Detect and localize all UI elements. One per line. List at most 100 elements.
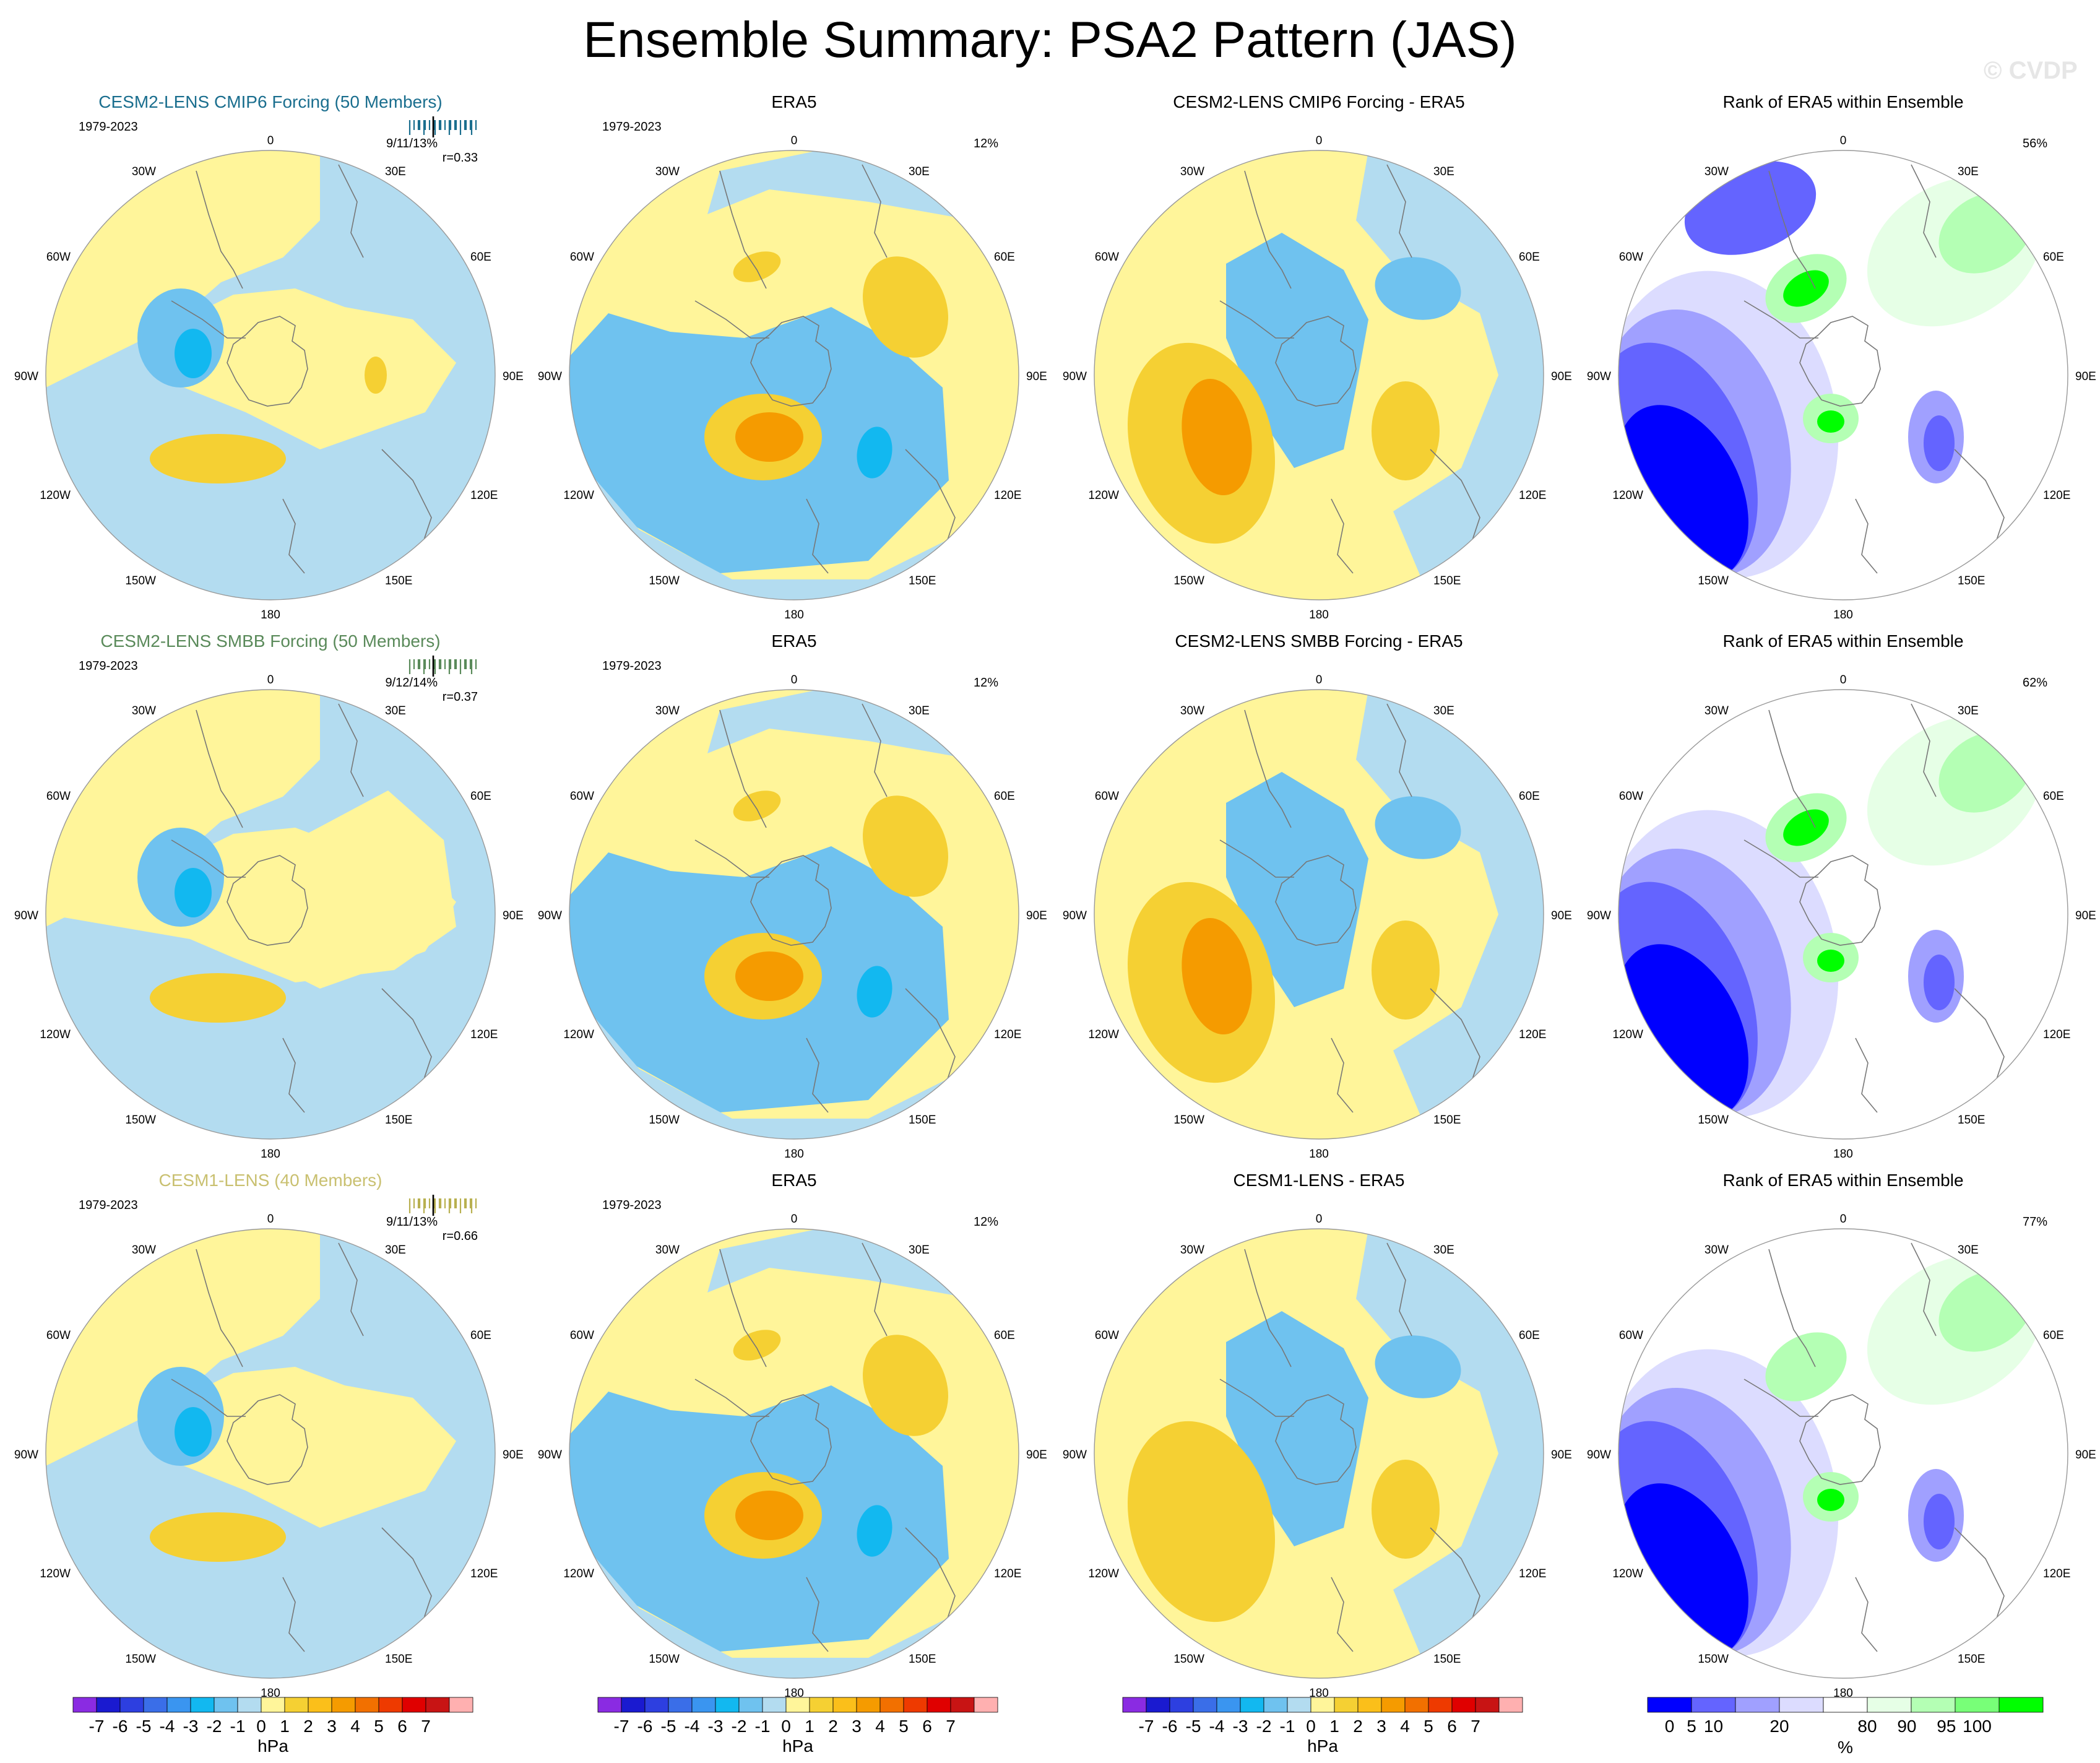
longitude-label: 30W bbox=[1180, 1244, 1204, 1257]
longitude-label: 0 bbox=[791, 134, 798, 147]
colorbar-swatch bbox=[1498, 1697, 1523, 1713]
positive-anomaly-center bbox=[863, 256, 948, 358]
colorbar-swatch bbox=[331, 1697, 356, 1713]
new-zealand-coastline bbox=[1331, 1037, 1354, 1113]
south-america-coastline bbox=[1768, 170, 1816, 289]
colorbar-swatch bbox=[261, 1697, 285, 1713]
colorbar-swatch bbox=[237, 1697, 262, 1713]
colorbar-tick-label: 0 bbox=[1665, 1717, 1675, 1736]
longitude-label: 30E bbox=[385, 165, 406, 178]
longitude-label: 90W bbox=[1587, 909, 1611, 922]
colorbar-swatch bbox=[1263, 1697, 1288, 1713]
africa-coastline bbox=[338, 1242, 364, 1336]
south-america-coastline bbox=[1768, 1249, 1816, 1367]
colorbar-tick-label: 1 bbox=[280, 1717, 290, 1736]
south-america-coastline bbox=[719, 709, 767, 828]
high-rank-region bbox=[1783, 809, 1829, 846]
positive-anomaly-center bbox=[365, 357, 387, 394]
longitude-label: 30E bbox=[1433, 704, 1454, 717]
longitude-label: 60W bbox=[1095, 251, 1119, 264]
positive-anomaly-center bbox=[1182, 917, 1252, 1035]
colorbar-swatch bbox=[927, 1697, 951, 1713]
longitude-label: 120W bbox=[40, 1028, 71, 1041]
colorbar-tick-label: -2 bbox=[1256, 1717, 1272, 1736]
longitude-label: 150E bbox=[1433, 1653, 1461, 1666]
colorbar-tick-label: 1 bbox=[1329, 1717, 1339, 1736]
colorbar-swatch bbox=[738, 1697, 763, 1713]
antarctica-coastline bbox=[227, 316, 308, 407]
longitude-label: 0 bbox=[1840, 1213, 1847, 1226]
africa-coastline bbox=[862, 1242, 888, 1336]
antarctica-coastline bbox=[750, 316, 832, 407]
longitude-label: 30W bbox=[655, 704, 680, 717]
obs-panel: 0 180 90W 90E 30W 60W 30E 60E 120W 150W 150E 120E ER… bbox=[538, 1171, 1047, 1700]
colorbar-swatch bbox=[1911, 1697, 1956, 1713]
colorbar-swatch bbox=[402, 1697, 426, 1713]
longitude-label: 120E bbox=[1519, 1567, 1546, 1580]
colorbar-tick-label: -7 bbox=[1139, 1717, 1154, 1736]
positive-anomaly-center bbox=[735, 1491, 803, 1540]
colorbar-hpa: -7 -6 -5 -4 -3 -2 -1 0 1 2 3 4 5 6 7 hPa bbox=[597, 1697, 998, 1756]
colorbar-swatch bbox=[974, 1697, 998, 1713]
low-rank-region bbox=[1924, 1494, 1955, 1549]
colorbar-tick-label: -3 bbox=[1233, 1717, 1248, 1736]
longitude-label: 60E bbox=[1519, 790, 1540, 803]
colorbar-swatch bbox=[832, 1697, 857, 1713]
colorbar-swatch bbox=[1216, 1697, 1241, 1713]
colorbar-tick-label: 3 bbox=[1376, 1717, 1386, 1736]
colorbar-tick-label: -3 bbox=[183, 1717, 199, 1736]
antarctica-coastline bbox=[1275, 855, 1357, 946]
colorbar-swatch bbox=[190, 1697, 215, 1713]
new-zealand-coastline bbox=[282, 1577, 305, 1652]
high-rank-region bbox=[1783, 270, 1829, 307]
new-zealand-coastline bbox=[806, 1037, 829, 1113]
longitude-label: 0 bbox=[1840, 134, 1847, 147]
map-border bbox=[569, 689, 1019, 1140]
longitude-label: 180 bbox=[261, 609, 280, 622]
colorbar-swatch bbox=[166, 1697, 191, 1713]
longitude-label: 120W bbox=[40, 1567, 71, 1580]
south-america-coastline bbox=[1244, 170, 1292, 289]
colorbar-swatch bbox=[1381, 1697, 1406, 1713]
longitude-label: 120E bbox=[2043, 1567, 2070, 1580]
longitude-label: 30W bbox=[132, 1244, 156, 1257]
colorbar-tick-label: 2 bbox=[1353, 1717, 1363, 1736]
colorbar-tick-label: 90 bbox=[1897, 1717, 1916, 1736]
colorbar-swatch bbox=[1823, 1697, 1868, 1713]
low-rank-region bbox=[1924, 955, 1955, 1010]
period-label: 1979-2023 bbox=[602, 659, 662, 673]
new-zealand-coastline bbox=[1331, 1577, 1354, 1652]
longitude-label: 120W bbox=[1612, 1567, 1643, 1580]
colorbar-rank: 0 5 10 20 80 90 95 100% bbox=[1647, 1697, 2044, 1757]
longitude-label: 0 bbox=[267, 674, 274, 687]
variance-explained: 12% bbox=[974, 1215, 998, 1229]
obs-title: ERA5 bbox=[771, 92, 816, 111]
longitude-label: 120W bbox=[563, 1567, 594, 1580]
south-america-coastline bbox=[196, 709, 243, 828]
positive-anomaly-center bbox=[150, 434, 286, 483]
longitude-label: 150W bbox=[1173, 1114, 1204, 1127]
longitude-label: 90W bbox=[538, 370, 562, 383]
longitude-label: 90E bbox=[2075, 370, 2096, 383]
positive-anomaly-center bbox=[1127, 1421, 1276, 1622]
colorbar-swatch bbox=[308, 1697, 332, 1713]
high-rank-region bbox=[1765, 1332, 1847, 1401]
colorbar-swatch bbox=[425, 1697, 450, 1713]
colorbar-tick-label: -2 bbox=[207, 1717, 222, 1736]
obs-panel: 0 180 90W 90E 30W 60W 30E 60E 120W 150W 150E 120E ER… bbox=[538, 92, 1047, 622]
colorbar-swatch bbox=[1146, 1697, 1170, 1713]
colorbar-unit: hPa bbox=[1307, 1736, 1338, 1756]
colorbar-tick-label: -1 bbox=[755, 1717, 771, 1736]
model-title: CESM2-LENS SMBB Forcing (50 Members) bbox=[100, 631, 440, 651]
longitude-label: 0 bbox=[267, 1213, 274, 1226]
model-panel: 0 180 90W 90E 30W 60W 30E 60E 120W 150W 150E 120E CE… bbox=[14, 92, 524, 622]
antarctica-coastline bbox=[1275, 316, 1357, 407]
africa-coastline bbox=[1911, 703, 1937, 797]
longitude-label: 180 bbox=[1833, 1687, 1853, 1700]
colorbar-tick-label: -5 bbox=[136, 1717, 152, 1736]
colorbar-swatch bbox=[691, 1697, 716, 1713]
colorbar-swatch bbox=[1193, 1697, 1217, 1713]
high-rank-region bbox=[1817, 410, 1844, 433]
antarctica-coastline bbox=[750, 1394, 832, 1485]
longitude-label: 90E bbox=[1026, 370, 1047, 383]
